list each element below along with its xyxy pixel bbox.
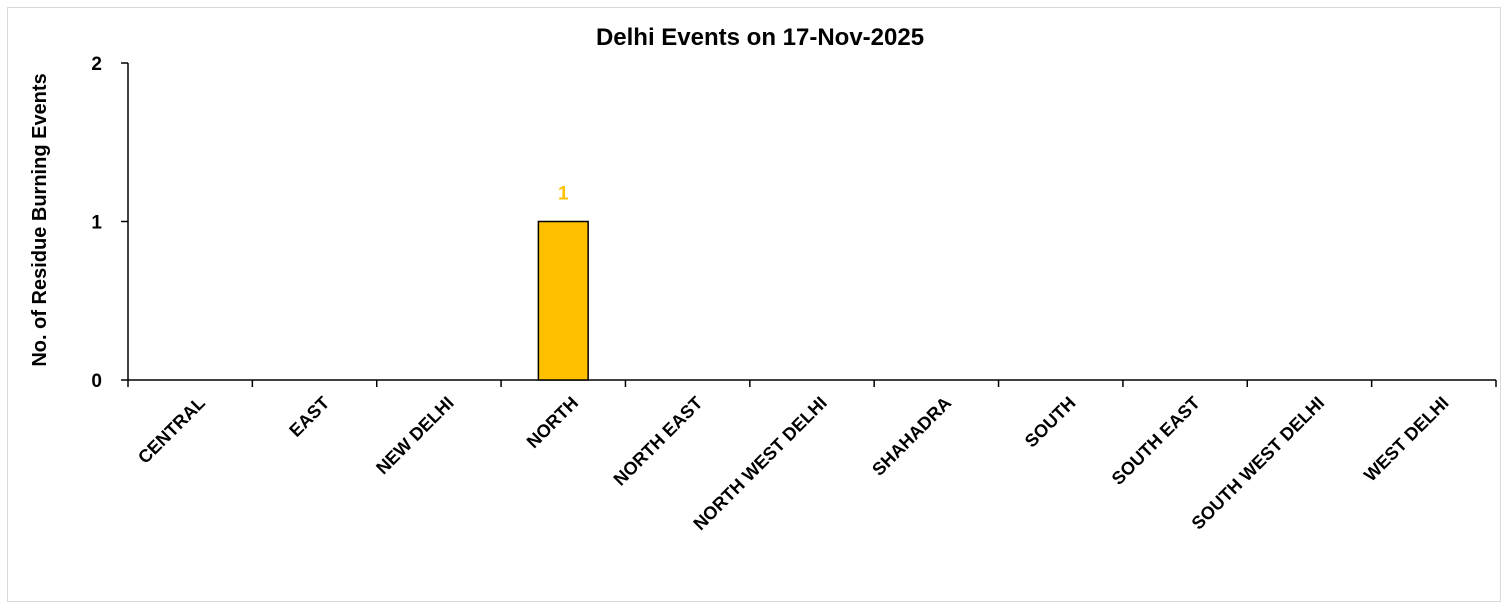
y-axis-title: No. of Residue Burning Events xyxy=(29,73,51,366)
x-tick-label: WEST DELHI xyxy=(1360,393,1453,486)
x-tick-label: SOUTH WEST DELHI xyxy=(1188,393,1329,534)
x-ticks xyxy=(127,380,1497,387)
x-tick-label: NORTH EAST xyxy=(610,393,707,490)
x-tick-label: NEW DELHI xyxy=(372,393,458,479)
x-tick-label: EAST xyxy=(285,393,333,441)
chart-title: Delhi Events on 17-Nov-2025 xyxy=(596,24,924,51)
y-tick-label: 2 xyxy=(91,54,102,75)
bars xyxy=(537,220,589,381)
y-ticks: 0 1 2 xyxy=(91,54,128,392)
x-tick-label: SHAHADRA xyxy=(868,393,955,480)
x-tick-label: CENTRAL xyxy=(134,393,209,468)
y-tick-label: 1 xyxy=(91,213,102,234)
x-tick-label: SOUTH EAST xyxy=(1108,393,1204,489)
bar-north xyxy=(537,220,589,381)
x-tick-label: NORTH WEST DELHI xyxy=(689,393,830,534)
category-labels: CENTRAL EAST NEW DELHI NORTH NORTH EASTNORTH… xyxy=(134,393,1453,534)
chart-frame xyxy=(7,7,1501,602)
x-tick-label: NORTH xyxy=(523,393,582,452)
data-label: 1 xyxy=(558,184,569,205)
y-tick-label: 0 xyxy=(91,371,102,392)
x-tick-label: SOUTH xyxy=(1021,393,1080,452)
data-labels: 1 xyxy=(558,184,569,205)
